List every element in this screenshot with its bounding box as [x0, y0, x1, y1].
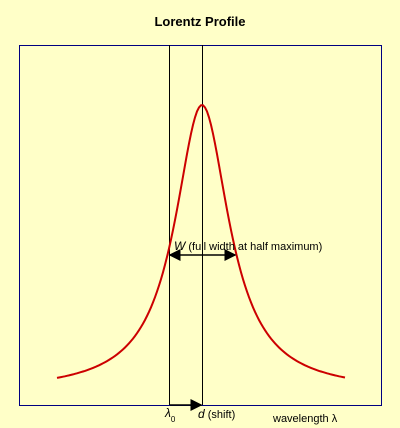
shift-text: (shift): [208, 409, 236, 421]
shift-symbol: d: [198, 407, 205, 421]
width-symbol: W: [174, 239, 187, 253]
center-symbol: λ: [164, 406, 171, 420]
axis-label: wavelength λ: [272, 413, 338, 425]
shift-label: d (shift): [198, 407, 235, 421]
title: Lorentz Profile: [154, 14, 245, 29]
width-text: (full width at half maximum): [188, 241, 322, 253]
lorentz-curve: [56, 104, 346, 379]
center-subscript: 0: [171, 415, 176, 424]
width-label: W (full width at half maximum): [174, 239, 322, 253]
center-label: λ0: [164, 406, 176, 424]
